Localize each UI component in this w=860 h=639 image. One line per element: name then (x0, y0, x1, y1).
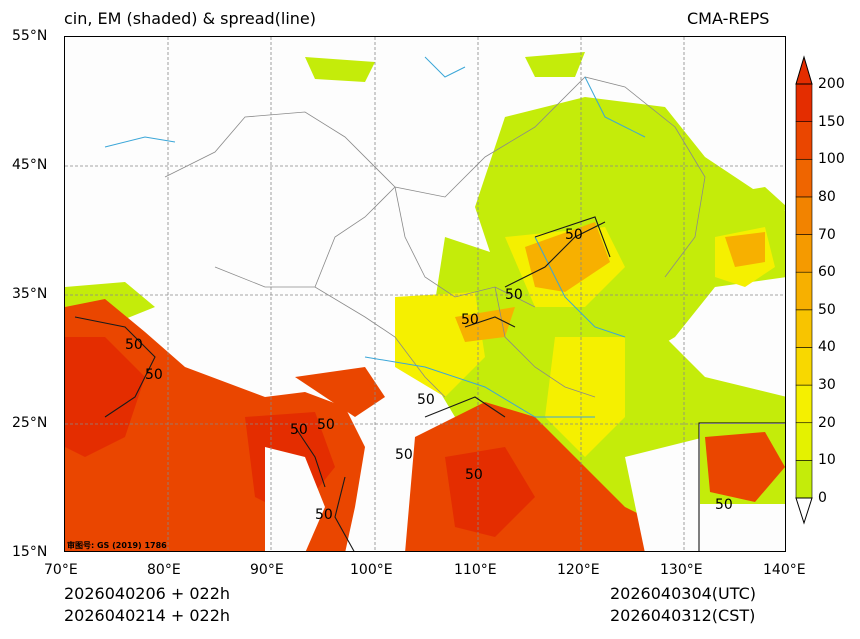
colorbar-segment (795, 271, 813, 311)
contour-label: 50 (145, 367, 163, 383)
colorbar-bottom-arrow (795, 497, 813, 525)
colorbar-segment (795, 422, 813, 461)
map-canvas (65, 37, 785, 551)
colorbar-segment (795, 347, 813, 386)
contour-label: 50 (317, 417, 335, 433)
colorbar-segment (795, 158, 813, 198)
contour-label: 50 (315, 507, 333, 523)
lon-label-80: 80°E (147, 562, 181, 578)
lon-label-120: 120°E (557, 562, 600, 578)
init-time-1: 2026040206 + 022h (64, 584, 231, 603)
colorbar-segment (795, 309, 813, 348)
inset-high-shading (705, 432, 785, 502)
lon-label-140: 140°E (763, 562, 806, 578)
lat-label-15: 15°N (12, 544, 48, 560)
map-title: cin, EM (shaded) & spread(line) (64, 9, 317, 28)
colorbar-label-20: 20 (818, 415, 836, 431)
colorbar-label-80: 80 (818, 189, 836, 205)
lon-label-110: 110°E (454, 562, 497, 578)
colorbar-segment (795, 121, 813, 160)
init-time-2: 2026040214 + 022h (64, 606, 231, 625)
colorbar-label-200: 200 (818, 76, 845, 92)
grid-lines (65, 37, 785, 551)
colorbar-label-40: 40 (818, 339, 836, 355)
model-name: CMA-REPS (687, 9, 770, 28)
shading-orange (455, 222, 765, 342)
colorbar-label-150: 150 (818, 114, 845, 130)
contour-label: 50 (505, 287, 523, 303)
contour-label: 50 (461, 312, 479, 328)
lon-label-70: 70°E (44, 562, 78, 578)
valid-time-utc: 2026040304(UTC) (610, 584, 756, 603)
lat-label-35: 35°N (12, 286, 48, 302)
contour-label: 50 (715, 497, 733, 513)
contour-label: 50 (417, 392, 435, 408)
rivers (104, 56, 646, 418)
lon-label-130: 130°E (660, 562, 703, 578)
colorbar-segment (795, 460, 813, 499)
lat-label-45: 45°N (12, 157, 48, 173)
colorbar-top-arrow (795, 55, 813, 85)
map-credit: 审图号: GS (2019) 1786 (67, 541, 167, 550)
contour-label: 50 (465, 467, 483, 483)
lon-label-100: 100°E (350, 562, 393, 578)
lat-label-55: 55°N (12, 28, 48, 44)
contour-label: 50 (125, 337, 143, 353)
colorbar-label-50: 50 (818, 302, 836, 318)
colorbar-label-10: 10 (818, 452, 836, 468)
contour-label: 50 (565, 227, 583, 243)
colorbar-segment (795, 234, 813, 273)
sea-gaps (265, 437, 705, 551)
colorbar-label-100: 100 (818, 151, 845, 167)
colorbar-label-60: 60 (818, 264, 836, 280)
contour-label: 50 (395, 447, 413, 463)
lat-label-25: 25°N (12, 415, 48, 431)
colorbar-label-30: 30 (818, 377, 836, 393)
map-panel: 50 50 50 50 50 50 50 50 50 50 50 50 审图号:… (64, 36, 786, 552)
valid-time-cst: 2026040312(CST) (610, 606, 756, 625)
colorbar-label-70: 70 (818, 227, 836, 243)
colorbar-label-0: 0 (818, 490, 827, 506)
colorbar-segment (795, 384, 813, 424)
colorbar-segment (795, 83, 813, 122)
contour-label: 50 (290, 422, 308, 438)
colorbar-segments (795, 83, 813, 499)
colorbar-segment (795, 196, 813, 235)
lon-label-90: 90°E (250, 562, 284, 578)
